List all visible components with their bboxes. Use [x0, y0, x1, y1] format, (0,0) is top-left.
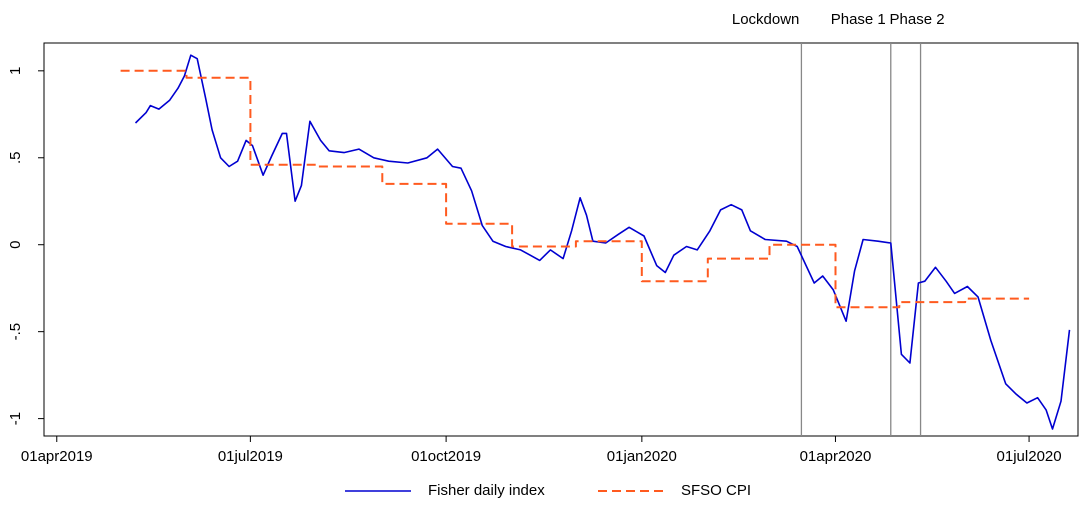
- event-label: Phase 1: [831, 11, 886, 28]
- y-tick-label: -.5: [7, 323, 24, 341]
- y-tick-label: -1: [7, 412, 24, 425]
- x-tick-label: 01apr2020: [800, 448, 872, 465]
- x-tick-label: 01apr2019: [21, 448, 93, 465]
- y-tick-label: 0: [7, 241, 24, 249]
- plot-frame: [43, 42, 1079, 437]
- legend-label: SFSO CPI: [681, 482, 751, 499]
- x-tick-label: 01jan2020: [607, 448, 677, 465]
- event-label: Phase 2: [890, 11, 945, 28]
- legend-label: Fisher daily index: [428, 482, 545, 499]
- x-tick-label: 01oct2019: [411, 448, 481, 465]
- y-tick-label: 1: [7, 67, 24, 75]
- event-label: Lockdown: [732, 11, 800, 28]
- x-tick-label: 01jul2020: [997, 448, 1062, 465]
- series-line: [120, 69, 1030, 309]
- y-tick-label: .5: [7, 152, 24, 165]
- x-tick-label: 01jul2019: [218, 448, 283, 465]
